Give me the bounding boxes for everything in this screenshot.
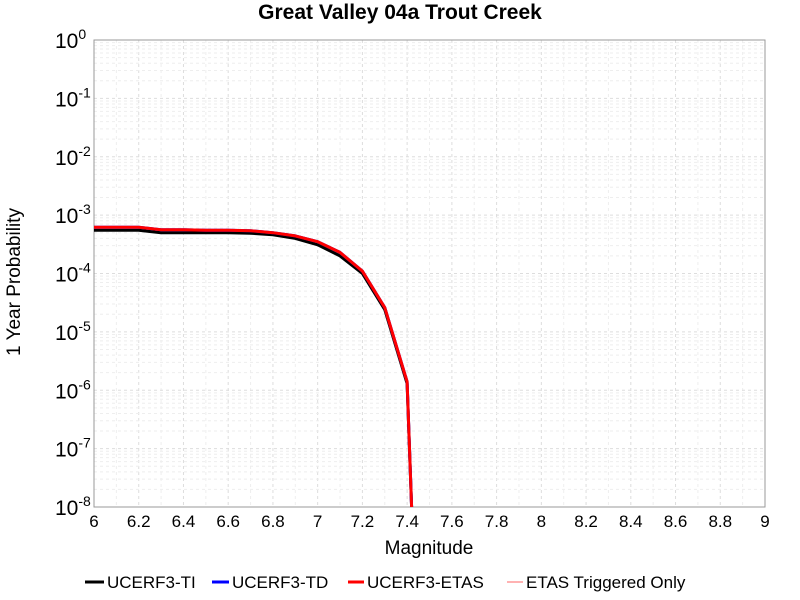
x-tick-label: 8.8 (708, 512, 732, 531)
y-tick-label: 10-6 (55, 376, 91, 403)
legend-label: UCERF3-TI (107, 573, 196, 592)
x-tick-label: 7.8 (485, 512, 509, 531)
x-tick-label: 6.4 (172, 512, 196, 531)
y-tick-label: 100 (55, 26, 86, 53)
plot-frame (93, 39, 766, 508)
y-tick-labels: 100 10-1 10-2 10-3 10-4 10-5 10-6 10-7 10-8 (55, 26, 91, 520)
x-tick-label: 6.8 (261, 512, 285, 531)
y-tick-label: 10-8 (55, 493, 91, 520)
y-tick-label: 10-4 (55, 260, 91, 287)
x-tick-label: 7.4 (395, 512, 419, 531)
x-tick-labels: 6 6.2 6.4 6.6 6.8 7 7.2 7.4 7.6 7.8 8 8.2 8.4 8.6 8.8 9 (89, 512, 769, 531)
x-tick-label: 7.6 (440, 512, 464, 531)
x-tick-label: 8.4 (619, 512, 643, 531)
legend-label: ETAS Triggered Only (526, 573, 686, 592)
legend-label: UCERF3-ETAS (367, 573, 484, 592)
y-tick-label: 10-7 (55, 435, 91, 462)
grid (93, 39, 766, 508)
x-tick-label: 8 (537, 512, 546, 531)
chart-title: Great Valley 04a Trout Creek (258, 1, 542, 24)
x-tick-label: 6.6 (216, 512, 240, 531)
legend-label: UCERF3-TD (232, 573, 328, 592)
y-axis-label: 1 Year Probability (4, 208, 25, 356)
x-tick-label: 6.2 (127, 512, 151, 531)
x-tick-label: 7.2 (351, 512, 375, 531)
x-tick-label: 8.6 (664, 512, 688, 531)
x-tick-label: 7 (313, 512, 322, 531)
x-tick-label: 8.2 (574, 512, 598, 531)
legend: UCERF3-TI UCERF3-TD UCERF3-ETAS ETAS Trigge… (85, 573, 686, 592)
y-tick-label: 10-1 (55, 84, 91, 111)
y-tick-label: 10-5 (55, 318, 91, 345)
y-tick-label: 10-2 (55, 143, 91, 170)
x-tick-label: 9 (760, 512, 769, 531)
y-tick-label: 10-3 (55, 201, 91, 228)
x-tick-label: 6 (89, 512, 98, 531)
x-axis-label: Magnitude (385, 538, 474, 559)
series-line-2 (94, 225, 414, 508)
series-layer (94, 225, 414, 508)
